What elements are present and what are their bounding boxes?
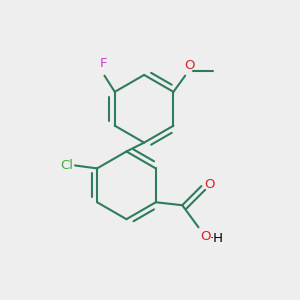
Text: F: F bbox=[99, 57, 107, 70]
Text: O: O bbox=[184, 59, 195, 72]
Text: O: O bbox=[204, 178, 215, 191]
Text: O: O bbox=[200, 230, 210, 243]
Text: Cl: Cl bbox=[61, 159, 74, 172]
Text: ·H: ·H bbox=[210, 232, 224, 245]
